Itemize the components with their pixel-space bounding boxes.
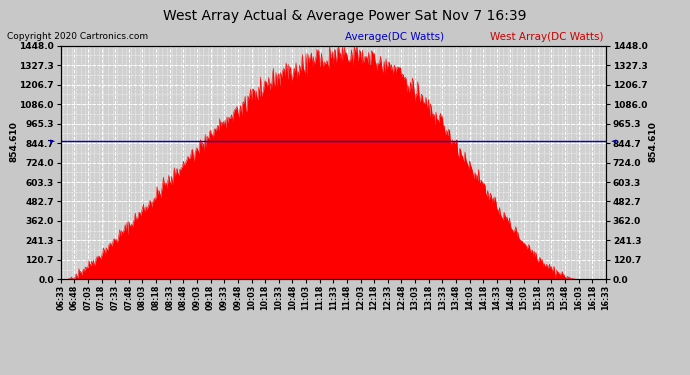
Text: ◄: ◄: [611, 138, 617, 144]
Text: Average(DC Watts): Average(DC Watts): [345, 32, 444, 42]
Text: West Array Actual & Average Power Sat Nov 7 16:39: West Array Actual & Average Power Sat No…: [164, 9, 526, 23]
Text: Copyright 2020 Cartronics.com: Copyright 2020 Cartronics.com: [7, 32, 148, 41]
Text: 854.610: 854.610: [9, 121, 19, 162]
Text: West Array(DC Watts): West Array(DC Watts): [490, 32, 603, 42]
Text: ►: ►: [50, 138, 55, 144]
Text: 854.610: 854.610: [648, 121, 658, 162]
